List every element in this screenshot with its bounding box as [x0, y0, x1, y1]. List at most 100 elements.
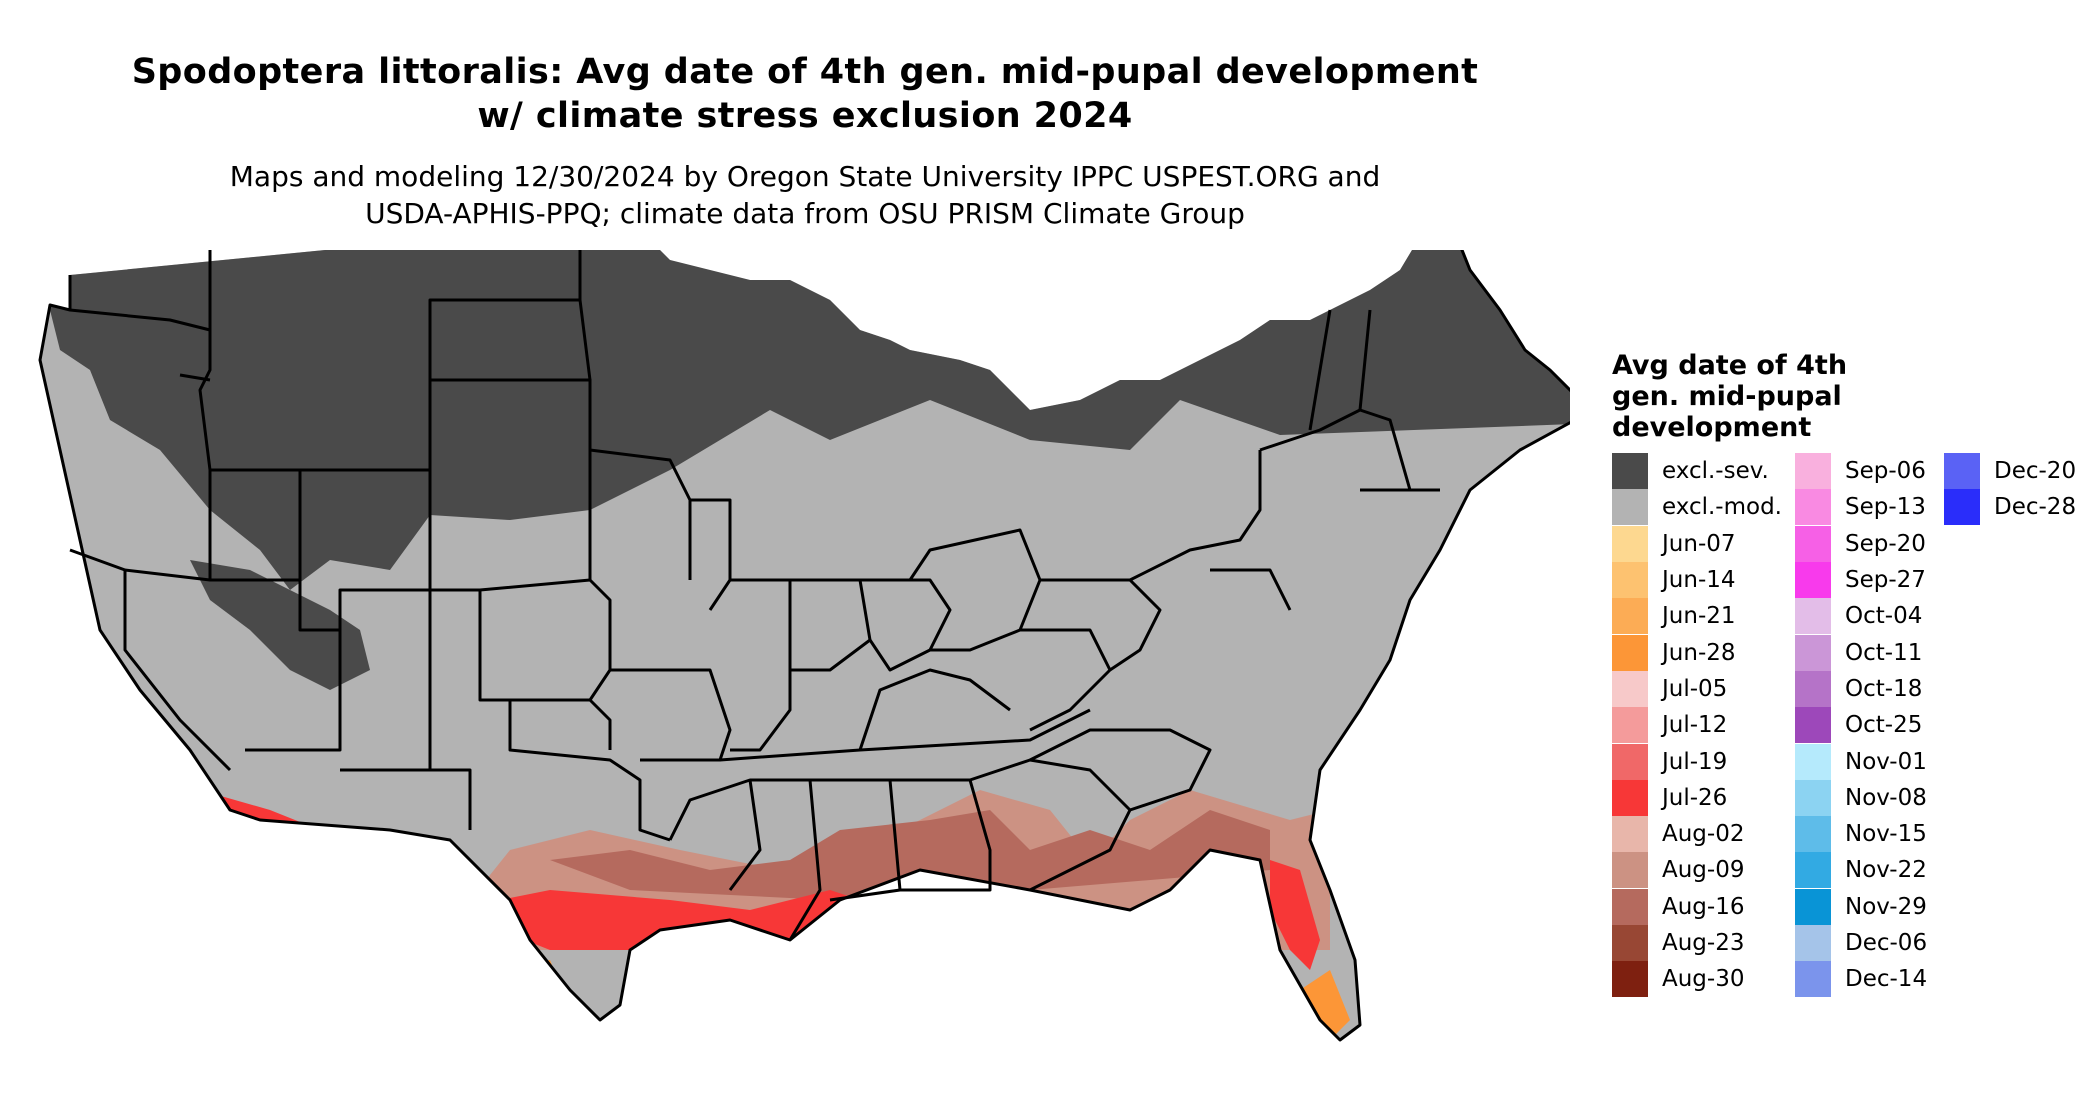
map-subtitle-line-2: USDA-APHIS-PPQ; climate data from OSU PR… — [365, 197, 1245, 230]
legend-label: Jul-26 — [1662, 784, 1728, 811]
legend-item: Jun-28 — [1612, 634, 1782, 671]
legend-item: Nov-01 — [1795, 743, 1927, 780]
legend-item: Nov-29 — [1795, 888, 1927, 925]
legend-label: Dec-06 — [1845, 930, 1928, 956]
state-border-line — [969, 758, 1132, 892]
map-subtitle: Maps and modeling 12/30/2024 by Oregon S… — [0, 158, 1610, 232]
legend-swatch — [1944, 489, 1980, 526]
legend-label: Aug-30 — [1662, 966, 1745, 993]
legend-item: Jul-12 — [1612, 707, 1782, 744]
legend-swatch — [1795, 634, 1831, 671]
legend-label: Nov-29 — [1845, 893, 1927, 920]
state-border-line — [1129, 450, 1262, 582]
state-border-line — [508, 700, 671, 842]
legend-item: excl.-sev. — [1612, 453, 1782, 490]
legend-item: excl.-mod. — [1612, 489, 1782, 526]
legend-label: Jul-12 — [1662, 712, 1728, 739]
state-border-line — [300, 250, 582, 472]
legend-swatch — [1612, 852, 1648, 889]
legend-item: Dec-28 — [1944, 489, 2077, 526]
state-border-line — [1308, 309, 1332, 431]
legend-swatch — [1795, 707, 1831, 744]
legend-label: Jun-07 — [1662, 530, 1736, 557]
legend-label: Jun-21 — [1662, 603, 1736, 630]
legend-swatch — [1612, 779, 1648, 816]
state-border-line — [1358, 309, 1372, 411]
state-border-line — [430, 378, 592, 580]
legend-swatch — [1612, 925, 1648, 961]
legend-item: Jun-21 — [1612, 598, 1782, 635]
map-title: Spodoptera littoralis: Avg date of 4th g… — [0, 50, 1610, 138]
legend-item: Dec-14 — [1795, 961, 1927, 998]
development-date-region-jun-28 — [1300, 970, 1350, 1040]
legend-item: Sep-13 — [1795, 489, 1927, 526]
legend-label: excl.-sev. — [1662, 458, 1769, 485]
legend-swatch — [1795, 562, 1831, 599]
legend-title-line: development — [1612, 412, 1812, 443]
legend-swatch — [1795, 743, 1831, 780]
legend-label: Aug-16 — [1662, 893, 1745, 920]
state-borders — [38, 250, 1570, 1042]
us-outline — [38, 250, 1570, 1042]
legend-item: Jul-26 — [1612, 779, 1782, 816]
legend-label: Dec-28 — [1994, 494, 2077, 521]
state-border-line — [860, 578, 952, 672]
legend-label: Oct-18 — [1845, 675, 1923, 702]
legend-item: Oct-25 — [1795, 707, 1927, 744]
legend-swatch — [1795, 525, 1831, 562]
state-border-line — [858, 668, 1011, 751]
state-border-line — [1040, 578, 1162, 672]
legend-label: Sep-13 — [1845, 494, 1926, 521]
state-border-line — [610, 668, 732, 762]
legend-label: Sep-27 — [1845, 567, 1926, 594]
legend-label: Sep-20 — [1845, 530, 1926, 557]
legend-swatch — [1612, 816, 1648, 853]
legend-column-2: Sep-06 Sep-13 Sep-20 Sep-27 Oct-04 Oct-1… — [1795, 453, 1928, 998]
state-border-line — [179, 373, 211, 382]
legend-swatch — [1612, 562, 1648, 599]
legend-swatch — [1795, 925, 1831, 961]
legend-label: Jun-28 — [1662, 639, 1736, 666]
map-title-line-2: w/ climate stress exclusion 2024 — [477, 96, 1133, 136]
map-title-line-1: Spodoptera littoralis: Avg date of 4th g… — [131, 52, 1479, 92]
legend-item: Dec-20 — [1944, 453, 2076, 490]
legend-label: Nov-08 — [1845, 784, 1927, 811]
legend-swatch — [1795, 489, 1831, 526]
us-map — [38, 250, 1570, 1042]
state-border-line — [810, 778, 902, 902]
state-border-line — [589, 448, 692, 580]
legend-label: Oct-25 — [1845, 712, 1923, 739]
legend-label: Jul-05 — [1662, 675, 1728, 702]
legend-label: Aug-23 — [1662, 930, 1745, 956]
legend-item: Oct-04 — [1795, 598, 1927, 635]
legend-swatch — [1944, 453, 1980, 490]
legend-swatch — [1795, 670, 1831, 707]
legend-swatch — [1795, 852, 1831, 889]
legend-swatch — [1612, 598, 1648, 635]
map-subtitle-line-1: Maps and modeling 12/30/2024 by Oregon S… — [229, 160, 1381, 193]
severe-exclusion-region — [190, 560, 370, 690]
legend-label: Sep-06 — [1845, 458, 1926, 485]
legend-item: Nov-08 — [1795, 779, 1927, 816]
legend-label: Nov-01 — [1845, 748, 1927, 775]
state-border-line — [428, 470, 612, 750]
legend-item: Jul-05 — [1612, 670, 1782, 707]
state-border-line — [578, 299, 592, 381]
legend-swatch — [1612, 743, 1648, 780]
legend-swatch — [1795, 961, 1831, 998]
legend-item: Sep-20 — [1795, 525, 1927, 562]
legend-column-3: Dec-20 Dec-28 — [1944, 453, 2076, 526]
legend-swatch — [1795, 453, 1831, 490]
legend-item: Aug-16 — [1612, 888, 1782, 925]
legend-swatch — [1612, 888, 1648, 925]
legend-item: Nov-15 — [1795, 816, 1927, 853]
legend-item: Oct-11 — [1795, 634, 1927, 671]
legend-column-1: excl.-sev. excl.-mod. Jun-07 Jun-14 Jun-… — [1612, 453, 1782, 998]
state-border-line — [719, 708, 1091, 762]
legend-swatch — [1795, 888, 1831, 925]
legend-item: Jun-14 — [1612, 562, 1782, 599]
legend-title-line: Avg date of 4th — [1612, 350, 1848, 381]
legend-item: Aug-02 — [1612, 816, 1782, 853]
legend-label: excl.-mod. — [1662, 494, 1782, 521]
legend-item: Aug-23 — [1612, 925, 1782, 961]
